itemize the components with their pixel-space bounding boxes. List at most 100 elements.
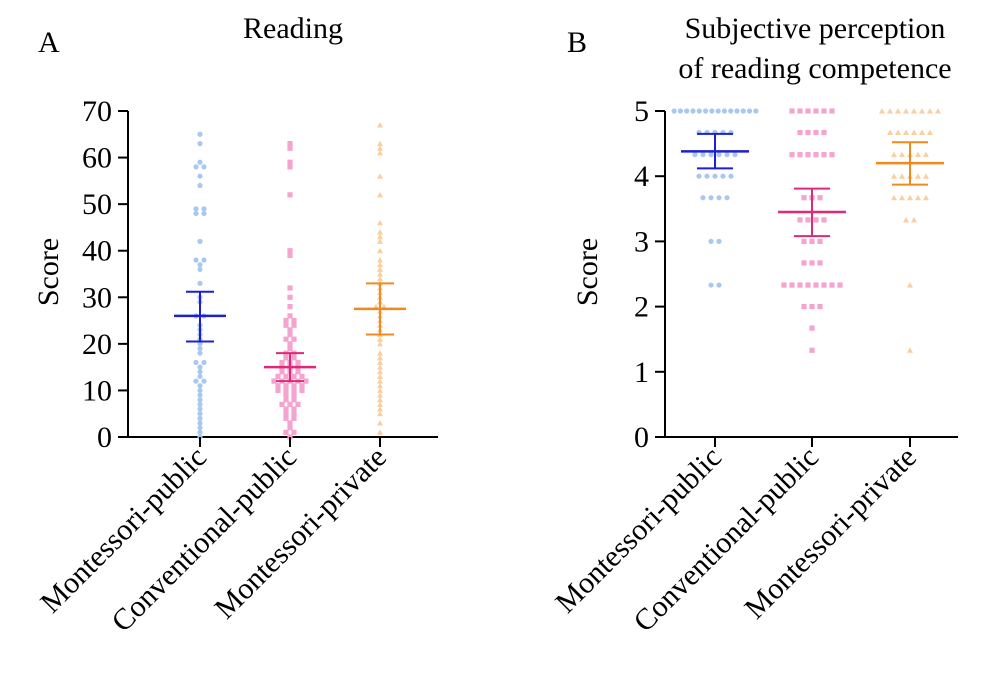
data-point-conventional-public [809, 238, 815, 244]
y-tick-label: 5 [634, 95, 649, 128]
data-point-conventional-public [287, 401, 293, 407]
data-point-montessori-private [377, 429, 383, 435]
data-point-conventional-public [817, 195, 823, 201]
x-tick-label-montessori-private: Montessori-private [208, 441, 393, 626]
data-point-conventional-public [287, 252, 293, 258]
data-point-conventional-public [817, 238, 823, 244]
data-point-montessori-public [197, 141, 203, 147]
data-point-montessori-private [377, 257, 383, 263]
data-point-conventional-public [275, 383, 281, 389]
data-point-montessori-public [197, 392, 203, 398]
data-point-montessori-private [895, 108, 901, 114]
data-point-conventional-public [299, 387, 305, 394]
data-point-conventional-public [797, 217, 803, 223]
data-point-montessori-public [197, 406, 203, 412]
data-point-conventional-public [829, 108, 835, 114]
data-point-montessori-private [891, 173, 897, 179]
data-point-montessori-public [193, 257, 199, 263]
data-point-conventional-public [797, 282, 803, 288]
data-point-montessori-public [197, 397, 203, 403]
data-point-conventional-public [283, 397, 289, 403]
y-tick-label: 30 [82, 281, 112, 314]
data-point-montessori-private [377, 410, 383, 417]
data-point-montessori-private [895, 129, 901, 136]
data-point-montessori-private [919, 108, 925, 114]
data-point-conventional-public [291, 411, 297, 417]
panel-a-y-axis-label: Score [32, 238, 65, 306]
data-point-conventional-public [291, 336, 297, 342]
data-point-montessori-private [915, 151, 921, 158]
y-tick-label: 0 [97, 421, 112, 454]
data-point-conventional-public [295, 369, 301, 375]
data-point-conventional-public [299, 373, 305, 380]
data-point-montessori-public [197, 341, 203, 347]
panel-letter-b: B [567, 26, 587, 59]
panel-b-x-ticks: Montessori-publicConventional-publicMont… [549, 437, 923, 638]
data-point-montessori-public [197, 369, 203, 375]
data-point-conventional-public [797, 152, 803, 158]
data-point-conventional-public [291, 406, 297, 412]
data-point-montessori-private [377, 373, 383, 379]
data-point-conventional-public [287, 145, 293, 151]
data-point-montessori-private [377, 359, 383, 365]
data-point-montessori-private [377, 149, 383, 156]
y-tick-label: 2 [634, 291, 649, 324]
error-bar-montessori-public [174, 290, 226, 343]
error-bar-conventional-public [264, 352, 316, 383]
data-point-montessori-private [923, 194, 929, 201]
data-point-montessori-private [899, 173, 905, 179]
data-point-montessori-public [746, 108, 753, 114]
data-point-montessori-private [923, 151, 929, 158]
data-point-conventional-public [805, 129, 811, 136]
data-point-montessori-public [193, 210, 199, 217]
data-point-montessori-public [197, 280, 203, 286]
data-point-montessori-private [907, 194, 913, 201]
data-point-montessori-private [891, 151, 897, 158]
data-point-montessori-public [193, 378, 199, 384]
data-point-conventional-public [801, 260, 807, 266]
data-point-montessori-private [377, 140, 383, 147]
error-bar-montessori-private [876, 141, 944, 186]
data-point-conventional-public [829, 282, 835, 288]
data-point-conventional-public [279, 401, 285, 407]
data-point-conventional-public [283, 383, 289, 389]
data-point-conventional-public [275, 387, 281, 394]
data-point-montessori-public [201, 378, 207, 384]
data-point-conventional-public [821, 108, 827, 114]
data-point-montessori-public [721, 108, 728, 114]
data-point-montessori-public [197, 350, 203, 356]
data-point-montessori-public [671, 108, 677, 114]
data-point-conventional-public [287, 294, 293, 300]
data-point-montessori-public [197, 182, 203, 189]
data-point-conventional-public [805, 217, 811, 223]
data-point-conventional-public [821, 217, 827, 223]
panel-a-points [193, 121, 387, 440]
y-tick-label: 70 [82, 95, 112, 128]
data-point-montessori-private [911, 216, 917, 223]
data-point-conventional-public [287, 192, 293, 198]
panel-b-title-line-2: of reading competence [678, 52, 951, 85]
data-point-montessori-public [197, 131, 203, 137]
data-point-montessori-public [201, 210, 207, 217]
panel-b-error-bars [681, 132, 944, 238]
data-point-montessori-private [927, 129, 933, 136]
data-point-conventional-public [287, 331, 293, 338]
data-point-conventional-public [283, 387, 289, 394]
data-point-montessori-public [700, 152, 706, 158]
data-point-montessori-public [197, 373, 203, 380]
data-point-conventional-public [295, 401, 301, 407]
data-point-conventional-public [287, 327, 293, 333]
x-tick-label-montessori-public: Montessori-public [34, 441, 213, 620]
data-point-montessori-private [911, 108, 917, 114]
data-point-montessori-public [197, 266, 203, 272]
data-point-conventional-public [813, 108, 819, 114]
panel-a: A Reading Score 0 10 20 30 40 50 60 70 Montesso… [32, 12, 438, 638]
data-point-montessori-public [732, 152, 738, 158]
data-point-conventional-public [295, 359, 301, 366]
data-point-conventional-public [809, 304, 815, 310]
y-tick-label: 0 [634, 421, 649, 454]
data-point-montessori-private [377, 354, 383, 361]
y-tick-label: 50 [82, 188, 112, 221]
data-point-montessori-public [193, 359, 199, 366]
data-point-conventional-public [283, 322, 289, 328]
